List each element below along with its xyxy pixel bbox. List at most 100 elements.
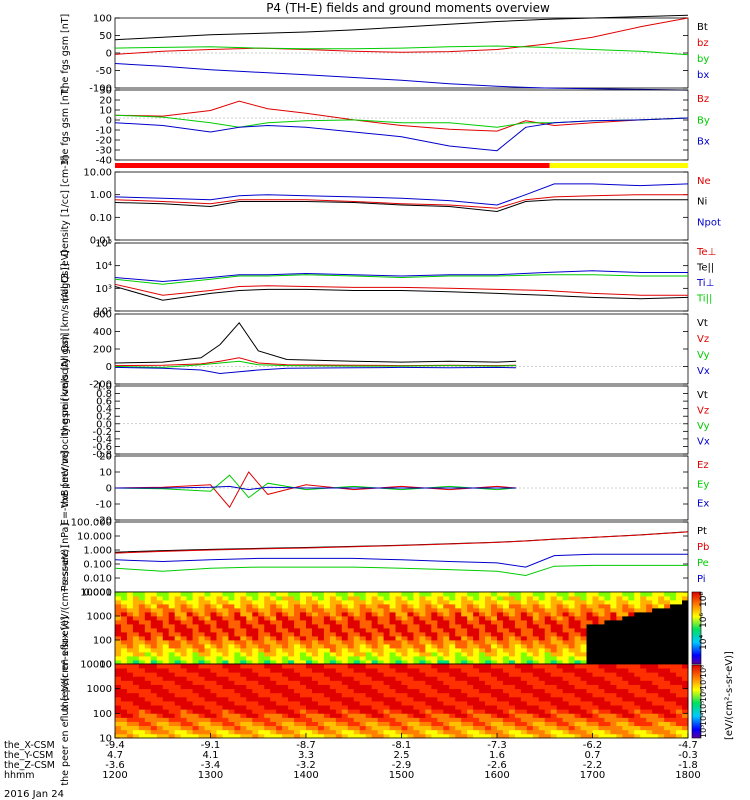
heatmap-cell bbox=[371, 592, 379, 597]
heatmap-cell bbox=[306, 692, 313, 698]
heatmap-cell bbox=[622, 652, 629, 657]
heatmap-cell bbox=[610, 604, 617, 609]
heatmap-cell bbox=[347, 721, 355, 727]
heatmap-cell bbox=[341, 672, 349, 677]
heatmap-cell bbox=[598, 612, 605, 617]
heatmap-cell bbox=[544, 668, 552, 673]
heatmap-cell bbox=[126, 692, 134, 698]
heatmap-cell bbox=[210, 640, 217, 645]
heatmap-cell bbox=[467, 620, 474, 625]
heatmap-cell bbox=[461, 733, 468, 739]
heatmap-cell bbox=[544, 688, 552, 694]
heatmap-cell bbox=[115, 709, 122, 714]
orbit-row-label: the_Z-CSM bbox=[4, 760, 55, 771]
heatmap-cell bbox=[359, 680, 367, 685]
figure-title: P4 (TH-E) fields and ground moments over… bbox=[266, 1, 550, 15]
heatmap-cell bbox=[228, 608, 235, 613]
heatmap-cell bbox=[502, 604, 510, 609]
heatmap-cell bbox=[467, 680, 474, 685]
heatmap-cell bbox=[431, 608, 438, 613]
heatmap-cell bbox=[150, 688, 158, 694]
heatmap-cell bbox=[425, 628, 432, 633]
heatmap-cell bbox=[502, 612, 510, 617]
heatmap-cell bbox=[598, 676, 605, 681]
heatmap-cell bbox=[329, 656, 337, 661]
heatmap-cell bbox=[443, 668, 450, 673]
heatmap-cell bbox=[120, 648, 128, 653]
ytick-label: -10 bbox=[96, 500, 112, 511]
heatmap-cell bbox=[270, 616, 277, 621]
heatmap-cell bbox=[586, 721, 593, 727]
heatmap-cell bbox=[461, 604, 468, 609]
colorbar-tick-lower-3: 10⁶ bbox=[699, 689, 708, 702]
heatmap-cell bbox=[138, 596, 146, 601]
heatmap-cell bbox=[652, 733, 659, 739]
heatmap-cell bbox=[425, 729, 432, 735]
heatmap-cell bbox=[419, 592, 426, 597]
heatmap-cell bbox=[634, 652, 641, 657]
heatmap-cell bbox=[204, 664, 211, 669]
heatmap-cell bbox=[186, 644, 193, 649]
heatmap-cell bbox=[115, 721, 122, 727]
heatmap-cell bbox=[174, 620, 182, 625]
heatmap-cell bbox=[288, 729, 295, 735]
colorbar-tick-lower-1: 10⁸ bbox=[699, 665, 708, 678]
heatmap-cell bbox=[282, 596, 289, 601]
heatmap-cell bbox=[676, 660, 683, 665]
heatmap-cell bbox=[156, 628, 164, 633]
ytick-label: 10000 bbox=[80, 660, 112, 671]
heatmap-cell bbox=[628, 608, 635, 613]
heatmap-cell bbox=[252, 688, 259, 694]
heatmap-cell bbox=[371, 717, 379, 722]
heatmap-cell bbox=[556, 620, 564, 625]
heatmap-cell bbox=[270, 717, 277, 722]
heatmap-cell bbox=[431, 648, 438, 653]
heatmap-cell bbox=[514, 676, 522, 681]
heatmap-cell bbox=[300, 696, 307, 702]
heatmap-cell bbox=[228, 692, 235, 698]
heatmap-cell bbox=[162, 648, 170, 653]
heatmap-cell bbox=[359, 692, 367, 698]
heatmap-cell bbox=[341, 636, 349, 641]
heatmap-cell bbox=[664, 644, 671, 649]
heatmap-cell bbox=[610, 692, 617, 698]
heatmap-cell bbox=[652, 652, 659, 657]
heatmap-cell bbox=[449, 664, 456, 669]
heatmap-cell bbox=[276, 692, 283, 698]
heatmap-cell bbox=[431, 600, 438, 605]
heatmap-cell bbox=[652, 717, 659, 722]
heatmap-cell bbox=[431, 620, 438, 625]
heatmap-cell bbox=[556, 624, 564, 629]
heatmap-cell bbox=[335, 596, 343, 601]
heatmap-cell bbox=[180, 632, 188, 637]
heatmap-cell bbox=[562, 680, 570, 685]
heatmap-cell bbox=[150, 620, 158, 625]
heatmap-cell bbox=[497, 672, 504, 677]
heatmap-cell bbox=[246, 672, 253, 677]
heatmap-cell bbox=[306, 701, 313, 706]
heatmap-cell bbox=[485, 612, 492, 617]
heatmap-cell bbox=[311, 660, 319, 665]
heatmap-cell bbox=[353, 608, 361, 613]
heatmap-cell bbox=[568, 733, 575, 739]
heatmap-cell bbox=[550, 624, 558, 629]
heatmap-cell bbox=[604, 616, 611, 621]
heatmap-cell bbox=[652, 648, 659, 653]
heatmap-cell bbox=[329, 652, 337, 657]
heatmap-cell bbox=[628, 717, 635, 722]
heatmap-cell bbox=[204, 604, 211, 609]
heatmap-cell bbox=[568, 680, 575, 685]
heatmap-cell bbox=[586, 600, 593, 605]
heatmap-cell bbox=[228, 604, 235, 609]
heatmap-cell bbox=[658, 592, 665, 597]
heatmap-cell bbox=[132, 688, 140, 694]
heatmap-cell bbox=[592, 600, 599, 605]
heatmap-cell bbox=[544, 644, 552, 649]
heatmap-cell bbox=[204, 680, 211, 685]
heatmap-cell bbox=[150, 696, 158, 702]
heatmap-cell bbox=[407, 612, 414, 617]
heatmap-cell bbox=[120, 628, 128, 633]
heatmap-cell bbox=[246, 676, 253, 681]
heatmap-cell bbox=[377, 668, 384, 673]
heatmap-cell bbox=[156, 656, 164, 661]
